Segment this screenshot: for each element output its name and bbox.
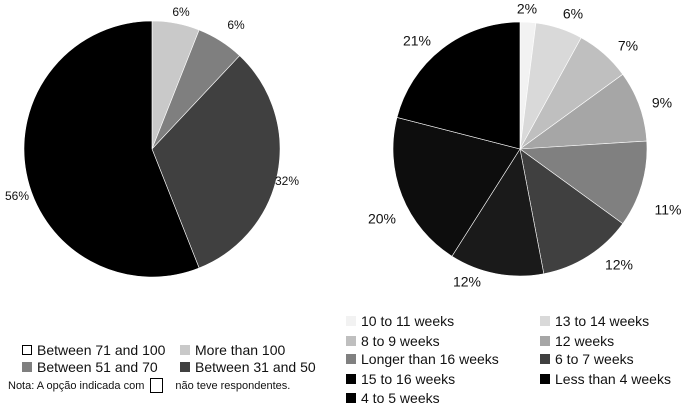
legend-swatch — [346, 393, 356, 403]
legend-item: Between 51 and 70 — [22, 359, 158, 375]
data-label: 6% — [227, 18, 245, 32]
legend-item: Between 31 and 50 — [180, 359, 316, 375]
data-label: 12% — [453, 274, 481, 290]
data-label: 6% — [563, 6, 583, 22]
data-label: 6% — [172, 5, 190, 19]
legend-item: 13 to 14 weeks — [540, 313, 649, 329]
legend-item: More than 100 — [180, 342, 285, 358]
pie-slice — [451, 148, 545, 277]
legend-label: 10 to 11 weeks — [361, 313, 455, 329]
pie-slice — [396, 21, 521, 150]
legend-swatch — [346, 316, 356, 326]
note-empty-box — [150, 378, 164, 393]
legend-label: Longer than 16 weeks — [361, 351, 499, 367]
data-label: 21% — [403, 33, 431, 49]
legend-label: 4 to 5 weeks — [361, 390, 440, 406]
legend-item: 8 to 9 weeks — [346, 333, 440, 349]
legend-item: Less than 4 weeks — [540, 371, 671, 387]
legend-label: 6 to 7 weeks — [555, 351, 634, 367]
legend-item: 12 weeks — [540, 333, 614, 349]
legend-swatch — [540, 336, 550, 346]
legend-swatch — [346, 336, 356, 346]
legend-label: Between 71 and 100 — [37, 342, 166, 358]
legend-label: 12 weeks — [555, 333, 615, 349]
legend-swatch — [22, 362, 32, 372]
data-label: 56% — [5, 189, 29, 203]
legend-label: 13 to 14 weeks — [555, 313, 650, 329]
legend-swatch — [180, 345, 190, 355]
legend-label: More than 100 — [195, 342, 286, 358]
legend-swatch — [540, 374, 550, 384]
legend-label: 15 to 16 weeks — [361, 371, 456, 387]
legend-swatch — [540, 316, 550, 326]
legend-item: Between 71 and 100 — [22, 342, 165, 358]
data-label: 7% — [618, 38, 638, 54]
legend-item: 10 to 11 weeks — [346, 313, 454, 329]
legend-swatch — [180, 362, 190, 372]
data-label: 11% — [655, 202, 682, 218]
legend-swatch — [540, 354, 550, 364]
data-label: 32% — [275, 174, 299, 188]
data-label: 9% — [652, 95, 672, 111]
legend-swatch — [22, 345, 32, 355]
legend-label: 8 to 9 weeks — [361, 333, 440, 349]
legend-item: Longer than 16 weeks — [346, 351, 499, 367]
note-text-after: não teve respondentes. — [175, 379, 291, 392]
legend-label: Between 31 and 50 — [195, 359, 316, 375]
data-label: 12% — [605, 257, 633, 273]
note: Nota: A opção indicada com não teve resp… — [8, 378, 290, 393]
pie-slice — [23, 20, 200, 278]
legend-item: 6 to 7 weeks — [540, 351, 634, 367]
note-text-before: Nota: A opção indicada com — [8, 379, 145, 392]
data-label: 20% — [368, 211, 396, 227]
legend-swatch — [346, 354, 356, 364]
pie-slice — [519, 140, 648, 225]
pie-slice — [151, 55, 281, 269]
pie-slice — [519, 148, 624, 275]
legend-swatch — [346, 374, 356, 384]
legend-label: Between 51 and 70 — [37, 359, 158, 375]
legend-label: Less than 4 weeks — [555, 371, 671, 387]
legend-item: 15 to 16 weeks — [346, 371, 455, 387]
data-label: 2% — [517, 1, 537, 17]
legend-item: 4 to 5 weeks — [346, 390, 440, 406]
pie-slice — [392, 117, 521, 257]
